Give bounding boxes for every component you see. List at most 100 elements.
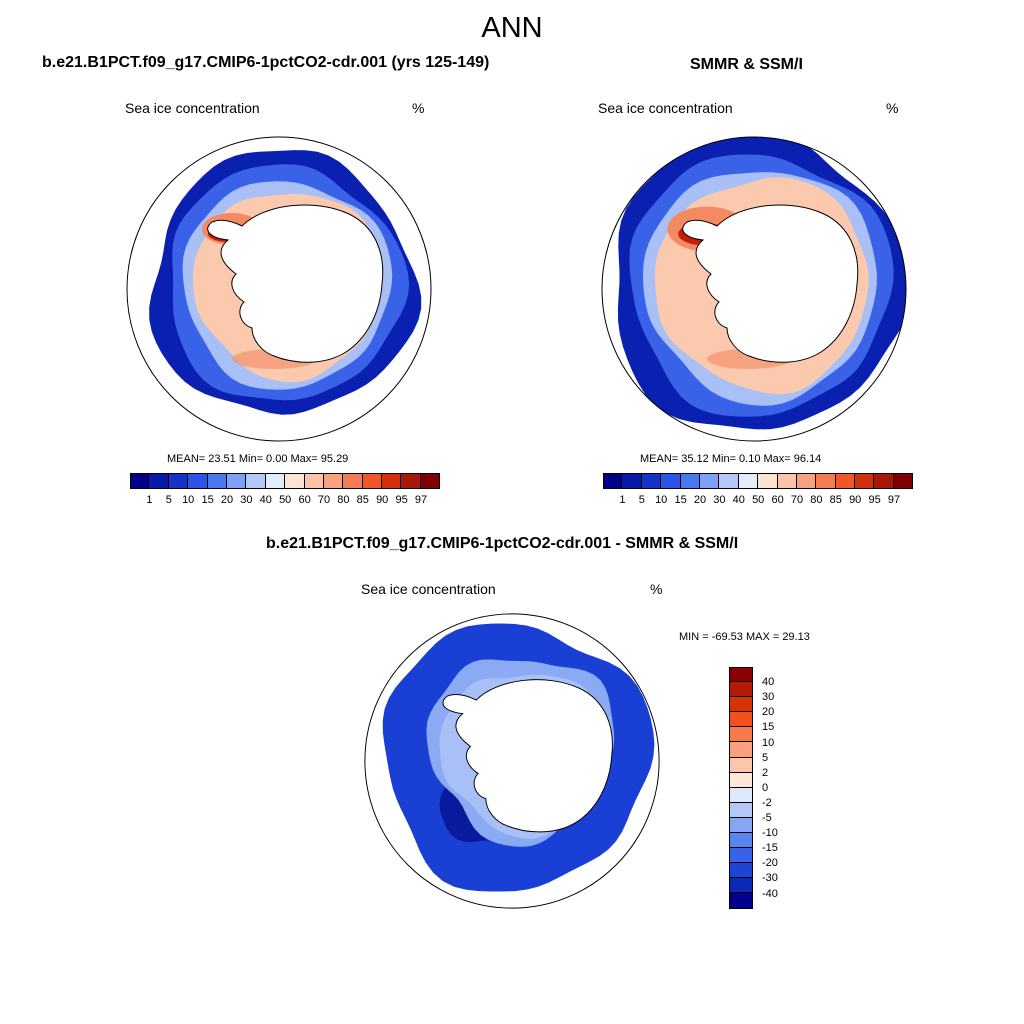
colorbar-tick-label: 50	[752, 494, 765, 506]
colorbar-swatch	[729, 863, 753, 879]
colorbar-swatch	[641, 473, 662, 489]
colorbar-tick-label: 70	[790, 494, 804, 506]
colorbar-tick-label: 20	[693, 494, 707, 506]
colorbar-swatch	[758, 473, 778, 489]
colorbar-swatch	[893, 473, 914, 489]
antarctica-coastline	[682, 204, 859, 363]
colorbar-swatch	[729, 817, 753, 834]
panel-2-polar-map	[601, 136, 907, 442]
colorbar-swatch	[362, 473, 383, 489]
colorbar-swatch	[622, 473, 642, 489]
colorbar-tick-label: 20	[762, 706, 775, 719]
colorbar-tick-label: 80	[810, 494, 823, 506]
colorbar-swatch	[777, 473, 797, 489]
colorbar-tick-label: 2	[762, 766, 769, 779]
colorbar-tick-label: 5	[638, 494, 645, 506]
colorbar-tick-label: -40	[762, 887, 778, 900]
antarctica-coastline	[442, 679, 613, 833]
colorbar-swatch	[729, 757, 753, 773]
panel-1-title: b.e21.B1PCT.f09_g17.CMIP6-1pctCO2-cdr.00…	[42, 54, 490, 71]
colorbar-swatch	[285, 473, 305, 489]
colorbar-tick-label: 40	[762, 676, 775, 689]
colorbar-swatch	[729, 893, 753, 909]
colorbar-tick-label: 5	[762, 751, 769, 764]
colorbar-swatch	[729, 742, 753, 758]
colorbar-swatch	[729, 787, 753, 803]
colorbar-swatch	[226, 473, 247, 489]
colorbar-swatch	[699, 473, 720, 489]
antarctica-coastline	[207, 204, 384, 363]
panel-1-variable-label: Sea ice concentration	[125, 100, 260, 116]
colorbar-tick-label: 90	[376, 494, 389, 506]
colorbar-swatch	[729, 878, 753, 894]
colorbar-swatch	[188, 473, 208, 489]
panel-3-variable-label: Sea ice concentration	[361, 581, 496, 597]
panel-2-title: SMMR & SSM/I	[690, 56, 803, 73]
colorbar-tick-label: -2	[762, 796, 772, 809]
colorbar-swatch	[729, 833, 753, 849]
colorbar-tick-label: 15	[201, 494, 214, 506]
colorbar-tick-label: 20	[220, 494, 234, 506]
colorbar-tick-label: 40	[732, 494, 745, 506]
panel-3-title: b.e21.B1PCT.f09_g17.CMIP6-1pctCO2-cdr.00…	[266, 535, 739, 552]
colorbar-tick-label: 60	[771, 494, 784, 506]
colorbar-swatch	[323, 473, 344, 489]
panel-3-units-label: %	[650, 581, 663, 597]
colorbar-swatch	[729, 667, 753, 683]
colorbar-tick-label: -15	[762, 842, 778, 855]
panel-1-units-label: %	[412, 100, 425, 116]
colorbar-tick-label: 95	[868, 494, 881, 506]
panel-2-colorbar	[603, 473, 914, 489]
colorbar-swatch	[719, 473, 739, 489]
colorbar-tick-label: -5	[762, 812, 772, 824]
panel-3-difference-map	[364, 613, 660, 909]
colorbar-tick-label: -30	[762, 872, 778, 885]
colorbar-tick-label: 90	[849, 494, 862, 506]
colorbar-tick-label: 60	[298, 494, 311, 506]
colorbar-tick-label: 0	[762, 781, 769, 794]
colorbar-tick-label: 10	[182, 494, 195, 506]
colorbar-swatch	[729, 772, 753, 788]
colorbar-swatch	[343, 473, 363, 489]
colorbar-swatch	[401, 473, 421, 489]
colorbar-swatch	[603, 473, 623, 489]
colorbar-swatch	[738, 473, 759, 489]
colorbar-tick-label: 30	[713, 494, 726, 506]
colorbar-swatch	[265, 473, 286, 489]
colorbar-swatch	[168, 473, 189, 489]
colorbar-tick-label: 85	[356, 494, 369, 506]
colorbar-swatch	[874, 473, 894, 489]
colorbar-swatch	[729, 802, 753, 818]
colorbar-tick-label: 15	[762, 721, 775, 734]
colorbar-tick-label: 1	[619, 494, 626, 506]
colorbar-tick-label: 15	[674, 494, 687, 506]
panel-3-colorbar	[729, 667, 753, 909]
panel-2-variable-label: Sea ice concentration	[598, 100, 733, 116]
colorbar-swatch	[729, 712, 753, 728]
map-boundary-circle	[364, 613, 660, 909]
colorbar-tick-label: 80	[337, 494, 350, 506]
colorbar-tick-label: 40	[259, 494, 272, 506]
colorbar-tick-label: 30	[240, 494, 253, 506]
colorbar-swatch	[729, 848, 753, 864]
panel-2-stats: MEAN= 35.12 Min= 0.10 Max= 96.14	[640, 453, 822, 465]
colorbar-swatch	[130, 473, 150, 489]
colorbar-swatch	[382, 473, 402, 489]
colorbar-tick-label: -10	[762, 827, 778, 840]
colorbar-swatch	[816, 473, 836, 489]
colorbar-tick-label: 70	[317, 494, 331, 506]
panel-1-stats: MEAN= 23.51 Min= 0.00 Max= 95.29	[167, 453, 349, 465]
colorbar-tick-label: 1	[146, 494, 153, 506]
colorbar-tick-label: 85	[829, 494, 842, 506]
panel-2-units-label: %	[886, 100, 899, 116]
map-boundary-circle	[601, 136, 907, 442]
colorbar-swatch	[729, 727, 753, 743]
colorbar-tick-label: 30	[762, 691, 775, 704]
colorbar-tick-label: 5	[165, 494, 172, 506]
panel-1-polar-map	[126, 136, 432, 442]
colorbar-tick-label: 97	[887, 494, 901, 506]
colorbar-tick-label: 50	[279, 494, 292, 506]
colorbar-tick-label: 97	[414, 494, 428, 506]
panel-1-colorbar	[130, 473, 441, 489]
colorbar-swatch	[149, 473, 169, 489]
